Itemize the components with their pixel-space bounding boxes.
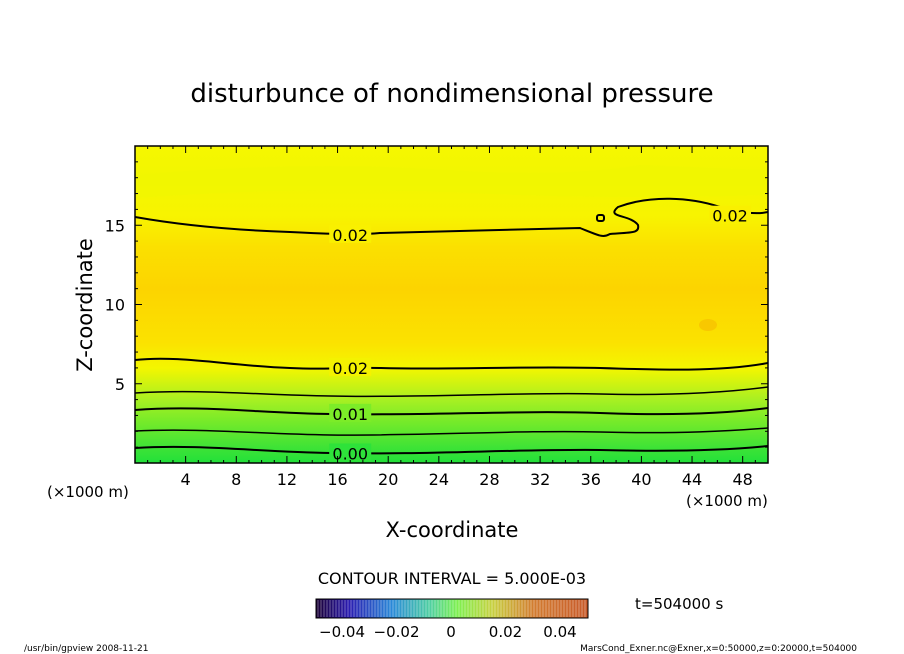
x-tick-label: 20	[378, 470, 398, 489]
y-tick-label: 15	[105, 216, 125, 235]
contour-line-0.000	[135, 445, 768, 455]
contour-line-0.015	[135, 386, 768, 398]
y-tick-label: 10	[105, 296, 125, 315]
contour-label-bg	[329, 357, 372, 376]
x-tick-label: 24	[429, 470, 449, 489]
contour-label-bg	[329, 403, 372, 422]
contour-label-bg	[329, 224, 372, 243]
x-unit-right: (×1000 m)	[686, 492, 768, 510]
time-label: t=504000 s	[635, 595, 723, 613]
colorbar-tick-label: 0.04	[543, 623, 576, 641]
x-tick-label: 36	[581, 470, 601, 489]
contour-label-bg	[709, 205, 752, 224]
colorbar-tick-label: 0	[446, 623, 456, 641]
contour-closed-small	[596, 214, 605, 222]
footer-right: MarsCond_Exner.nc@Exner,x=0:50000,z=0:20…	[580, 644, 857, 654]
x-tick-label: 32	[530, 470, 550, 489]
x-tick-label: 4	[181, 470, 191, 489]
contour-label: 0.02	[332, 359, 368, 378]
y-axis-label: Z-coordinate	[73, 238, 97, 372]
contour-label-bg	[329, 443, 372, 462]
footer-left: /usr/bin/gpview 2008-11-21	[24, 644, 148, 654]
contour-label: 0.00	[332, 444, 368, 463]
x-tick-label: 8	[231, 470, 241, 489]
field-max-spot	[699, 319, 717, 331]
contour-label: 0.02	[332, 226, 368, 245]
contour-interval-text: CONTOUR INTERVAL = 5.000E-03	[318, 569, 586, 588]
contour-line-0.020-lower	[135, 357, 768, 371]
x-tick-label: 40	[631, 470, 651, 489]
y-tick-label: 5	[115, 375, 125, 394]
contour-line-0.010	[135, 407, 768, 416]
contour-label: 0.02	[712, 207, 748, 226]
x-tick-label: 48	[733, 470, 753, 489]
colorbar-tick-label: −0.04	[319, 623, 365, 641]
colorbar-stripes	[317, 600, 586, 617]
x-unit-left: (×1000 m)	[47, 483, 129, 501]
x-tick-label: 28	[479, 470, 499, 489]
contour-line-0.005	[135, 427, 768, 436]
colorbar	[316, 599, 588, 618]
field-upper-patch	[135, 165, 768, 198]
colorbar-frame	[315, 598, 589, 619]
x-tick-label: 12	[277, 470, 297, 489]
x-tick-label: 44	[682, 470, 702, 489]
colorbar-tick-label: 0.02	[489, 623, 522, 641]
x-tick-label: 16	[327, 470, 347, 489]
colorbar-tick-label: −0.02	[374, 623, 420, 641]
contour-line-0.020-upper	[135, 197, 768, 237]
contour-label: 0.01	[332, 405, 368, 424]
x-axis-label: X-coordinate	[386, 518, 519, 542]
chart-title: disturbunce of nondimensional pressure	[190, 79, 713, 109]
